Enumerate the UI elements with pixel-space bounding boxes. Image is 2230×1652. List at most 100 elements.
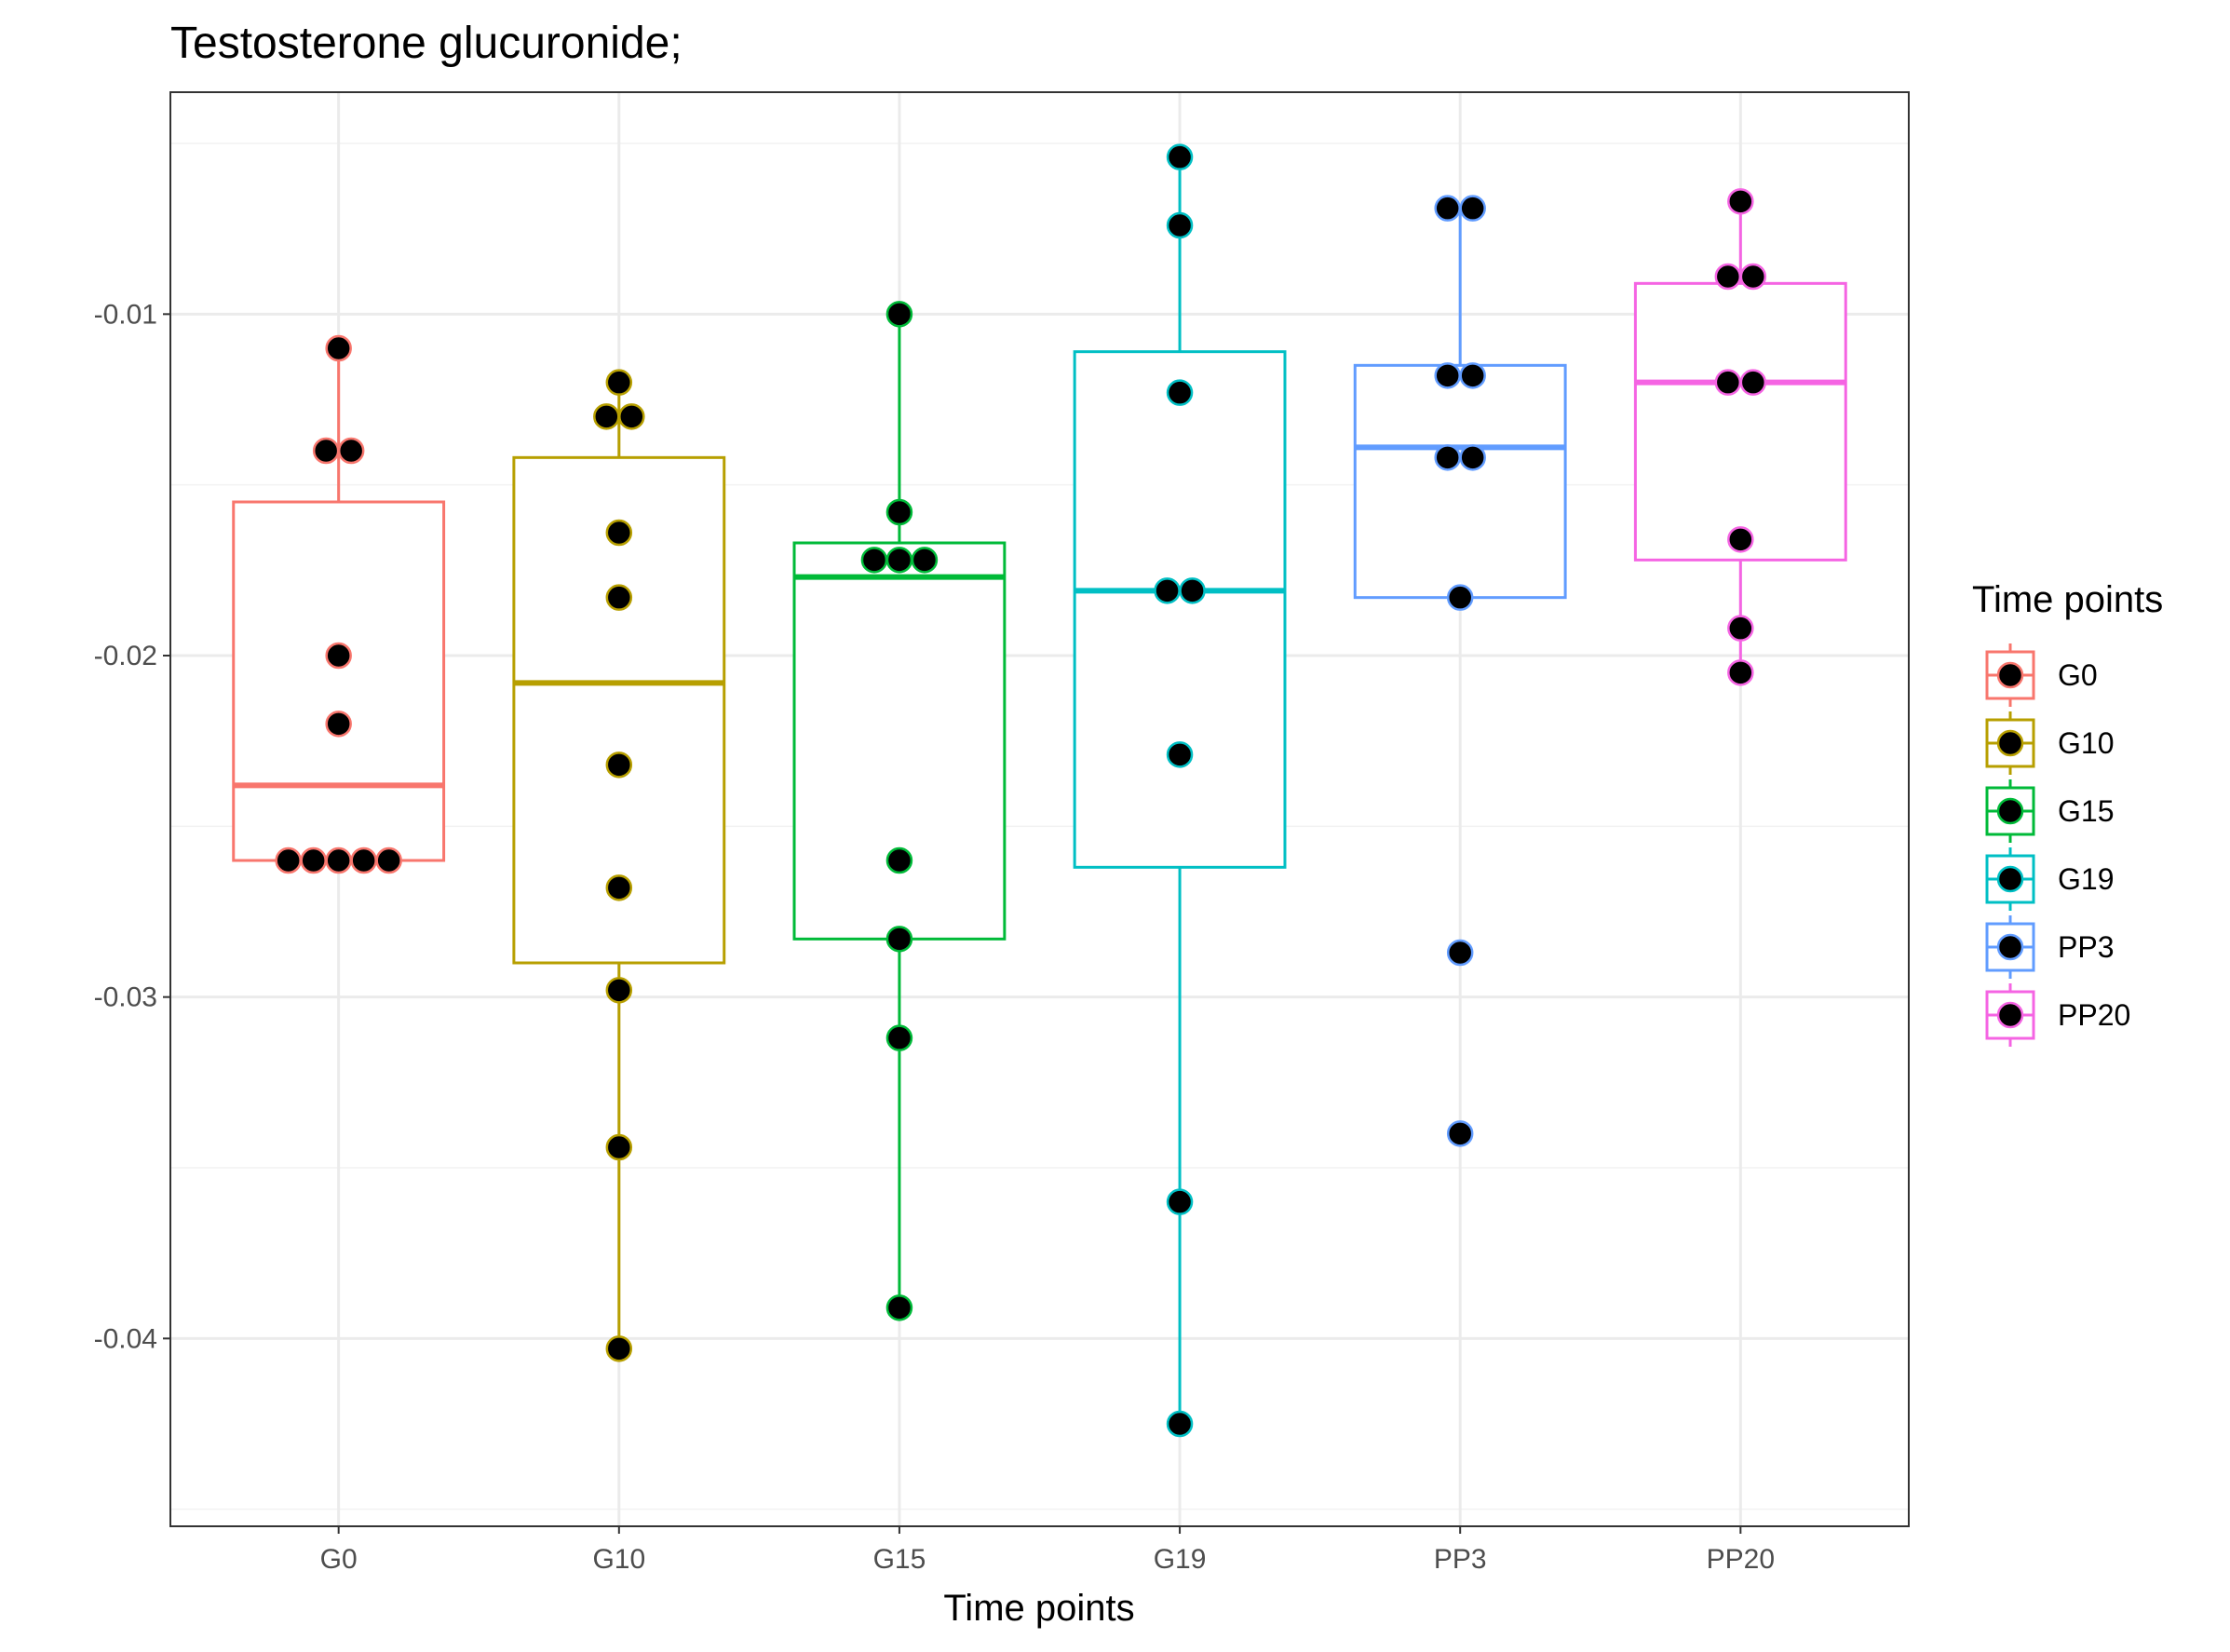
x-tick-label: G0	[320, 1544, 358, 1575]
legend-label: G10	[2058, 726, 2114, 760]
data-point	[1434, 362, 1461, 389]
box-PP3	[1353, 208, 1567, 600]
x-tick-label: PP20	[1707, 1544, 1775, 1575]
data-point	[325, 711, 352, 738]
data-point	[885, 547, 913, 574]
boxes	[232, 156, 1847, 1424]
data-point	[1727, 659, 1754, 686]
data-point	[1166, 1410, 1194, 1438]
data-point	[605, 1335, 633, 1362]
box-PP20	[1633, 201, 1847, 673]
data-point	[860, 547, 888, 574]
legend-key-point	[1996, 729, 2024, 757]
legend-title: Time points	[1972, 579, 2163, 620]
data-point	[337, 437, 365, 465]
data-point	[375, 846, 402, 874]
data-point	[618, 403, 645, 430]
data-point	[325, 846, 352, 874]
x-tick-label: PP3	[1434, 1544, 1487, 1575]
plot-panel-border	[169, 91, 1910, 1527]
data-point	[1166, 741, 1194, 768]
data-point	[1727, 188, 1754, 215]
data-point	[1714, 263, 1742, 291]
legend-item-G0: G0	[1985, 643, 2098, 707]
data-point	[1446, 1120, 1474, 1147]
data-point	[350, 846, 377, 874]
data-point	[1739, 369, 1767, 396]
data-point	[1459, 444, 1486, 471]
legend-key-point	[1996, 865, 2024, 893]
box-body	[232, 500, 446, 862]
x-tick-label: G15	[873, 1544, 926, 1575]
legend-label: G19	[2058, 862, 2114, 896]
x-axis-ticks: G0 G10 G15 G19 PP3 PP20	[320, 1526, 1775, 1575]
legend-key-point	[1996, 797, 2024, 825]
data-point	[1446, 939, 1474, 967]
legend-item-G19: G19	[1985, 847, 2114, 911]
data-point	[1154, 577, 1181, 604]
data-point	[605, 369, 633, 396]
data-point	[885, 498, 913, 526]
box-G19	[1073, 156, 1287, 1424]
y-tick-label: -0.03	[94, 982, 157, 1013]
y-tick-label: -0.01	[94, 299, 157, 330]
data-point	[1446, 584, 1474, 611]
data-point	[325, 642, 352, 670]
data-point	[1739, 263, 1767, 291]
data-point	[605, 752, 633, 779]
y-axis-ticks: -0.01 -0.02 -0.03 -0.04	[94, 299, 170, 1354]
data-point	[1714, 369, 1742, 396]
data-point	[275, 846, 302, 874]
data-points	[275, 143, 1767, 1438]
box-body	[1633, 281, 1847, 562]
data-point	[911, 547, 939, 574]
legend-label: G15	[2058, 794, 2114, 828]
data-point	[1166, 143, 1194, 170]
legend: Time points G0 G10 G15 G19 PP3 PP20	[1972, 579, 2163, 1047]
data-point	[1166, 211, 1194, 239]
data-point	[1459, 362, 1486, 389]
data-point	[325, 334, 352, 362]
data-point	[1166, 379, 1194, 406]
legend-label: G0	[2058, 658, 2098, 692]
data-point	[885, 926, 913, 953]
legend-label: PP20	[2058, 998, 2130, 1032]
data-point	[1434, 444, 1461, 471]
data-point	[605, 519, 633, 547]
data-point	[605, 584, 633, 611]
legend-item-PP20: PP20	[1985, 983, 2130, 1047]
data-point	[1459, 195, 1486, 222]
box-body	[792, 541, 1007, 941]
y-tick-label: -0.02	[94, 641, 157, 671]
legend-label: PP3	[2058, 930, 2114, 964]
data-point	[300, 846, 327, 874]
data-point	[1166, 1188, 1194, 1215]
legend-item-PP3: PP3	[1985, 915, 2114, 979]
data-point	[1727, 615, 1754, 642]
data-point	[312, 437, 340, 465]
legend-key-point	[1996, 1001, 2024, 1029]
data-point	[885, 846, 913, 874]
legend-key-point	[1996, 933, 2024, 961]
x-tick-label: G10	[592, 1544, 645, 1575]
legend-item-G15: G15	[1985, 779, 2114, 843]
x-axis-title: Time points	[943, 1588, 1134, 1629]
legend-item-G10: G10	[1985, 711, 2114, 775]
data-point	[885, 301, 913, 328]
box-body	[1073, 350, 1287, 869]
box-G0	[232, 348, 446, 862]
x-tick-label: G19	[1154, 1544, 1207, 1575]
chart-title: Testosterone glucuronide;	[170, 19, 683, 68]
legend-key-point	[1996, 661, 2024, 689]
data-point	[593, 403, 620, 430]
data-point	[1179, 577, 1206, 604]
data-point	[885, 1024, 913, 1051]
y-tick-label: -0.04	[94, 1323, 157, 1354]
data-point	[605, 977, 633, 1004]
data-point	[1727, 526, 1754, 553]
box-body	[1353, 363, 1567, 600]
data-point	[1434, 195, 1461, 222]
data-point	[885, 1294, 913, 1321]
data-point	[605, 874, 633, 901]
